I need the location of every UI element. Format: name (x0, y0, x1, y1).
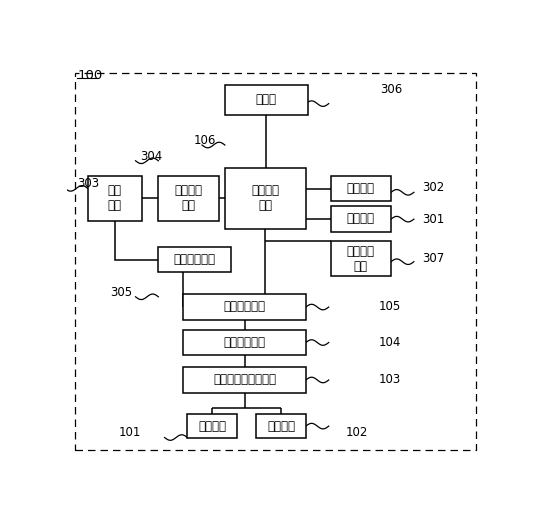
Text: 301: 301 (422, 212, 444, 226)
Text: 102: 102 (345, 426, 368, 439)
Bar (331, 206, 391, 232)
Text: 104: 104 (378, 336, 401, 349)
Bar (225, 168, 306, 229)
Text: 降噪电路单元: 降噪电路单元 (224, 336, 265, 349)
Text: 信号预处理电路单元: 信号预处理电路单元 (213, 373, 276, 386)
Bar (256, 414, 306, 438)
Text: 电源
单元: 电源 单元 (108, 184, 122, 212)
Bar (225, 85, 308, 115)
Text: 报警装置: 报警装置 (347, 182, 375, 195)
Text: 电源管理单元: 电源管理单元 (174, 253, 215, 266)
Text: 第一电极: 第一电极 (198, 420, 226, 433)
Text: 302: 302 (422, 181, 444, 194)
Text: 304: 304 (140, 150, 162, 162)
Text: 303: 303 (77, 177, 100, 190)
Text: 100: 100 (77, 69, 102, 82)
Text: 106: 106 (193, 134, 216, 147)
Text: 微型通信
单元: 微型通信 单元 (347, 245, 375, 272)
Text: 显示器: 显示器 (256, 93, 277, 106)
Text: 101: 101 (119, 426, 142, 439)
Text: 105: 105 (378, 300, 401, 313)
Text: 数据处理
单元: 数据处理 单元 (251, 184, 279, 212)
Bar (159, 176, 219, 221)
Text: 307: 307 (422, 252, 444, 265)
Text: 305: 305 (110, 286, 133, 298)
Bar (331, 176, 391, 201)
Bar (331, 241, 391, 276)
Bar (188, 414, 237, 438)
Text: 306: 306 (381, 82, 403, 96)
Bar (183, 330, 306, 355)
Text: 第二电极: 第二电极 (267, 420, 295, 433)
Bar (183, 367, 306, 393)
Text: 开关电路
单元: 开关电路 单元 (175, 184, 203, 212)
Bar (88, 176, 142, 221)
Bar (159, 247, 231, 272)
Bar (183, 294, 306, 319)
Text: 模数转换单元: 模数转换单元 (224, 301, 265, 313)
Text: 103: 103 (378, 373, 401, 386)
Text: 存储单元: 存储单元 (347, 212, 375, 225)
